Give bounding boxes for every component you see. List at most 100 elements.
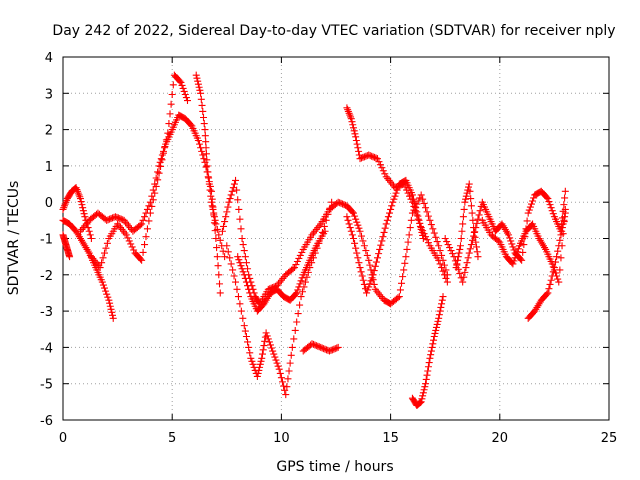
series-track-d: [76, 111, 224, 297]
data-point: [473, 243, 481, 251]
data-point: [200, 155, 208, 163]
data-point: [320, 222, 328, 230]
y-tick-label: -2: [40, 269, 53, 284]
series-track-q: [524, 209, 569, 322]
data-point: [436, 247, 444, 255]
data-point: [368, 152, 376, 160]
data-point: [157, 163, 165, 171]
data-point: [204, 168, 212, 176]
data-point: [420, 199, 428, 207]
data-point: [366, 261, 374, 269]
data-point: [238, 265, 246, 273]
x-tick-label: 25: [601, 431, 618, 446]
data-point: [336, 199, 344, 207]
data-point: [169, 81, 177, 89]
data-point: [422, 380, 430, 388]
data-point: [510, 257, 518, 265]
data-point: [106, 299, 114, 307]
data-point: [359, 237, 367, 245]
data-point: [412, 204, 420, 212]
data-point: [103, 239, 111, 247]
data-point: [109, 311, 117, 319]
data-point: [427, 351, 435, 359]
data-point: [373, 155, 381, 163]
series-track-c: [59, 184, 95, 242]
data-point: [355, 259, 363, 267]
series-track-n: [441, 187, 569, 286]
data-point: [344, 216, 352, 224]
data-point: [268, 344, 276, 352]
data-point: [162, 136, 170, 144]
data-point: [230, 272, 238, 280]
data-point: [442, 266, 450, 274]
data-point: [152, 182, 160, 190]
data-point: [350, 127, 358, 135]
data-point: [262, 329, 270, 337]
data-points: [59, 71, 569, 409]
data-point: [473, 248, 481, 256]
data-point: [246, 289, 254, 297]
data-point: [149, 186, 157, 194]
data-point: [212, 220, 220, 228]
data-point: [325, 347, 333, 355]
data-point: [423, 208, 431, 216]
data-point: [447, 247, 455, 255]
data-point: [207, 192, 215, 200]
data-point: [402, 253, 410, 261]
data-point: [414, 212, 422, 220]
data-point: [226, 254, 234, 262]
data-point: [365, 151, 373, 159]
data-point: [457, 235, 465, 242]
data-point: [339, 200, 347, 208]
data-point: [370, 267, 378, 275]
data-point: [525, 206, 533, 214]
data-point: [462, 264, 470, 272]
data-point: [236, 259, 244, 267]
data-point: [509, 260, 517, 268]
data-point: [363, 251, 371, 259]
data-point: [353, 249, 361, 257]
data-point: [384, 213, 392, 221]
data-point: [472, 238, 480, 246]
data-point: [157, 155, 165, 163]
data-point: [453, 260, 461, 268]
data-point: [383, 216, 391, 224]
data-point: [377, 241, 385, 249]
data-point: [271, 353, 279, 361]
data-point: [442, 274, 450, 282]
data-point: [430, 336, 438, 344]
data-point: [122, 231, 130, 239]
data-point: [322, 216, 330, 224]
data-point: [256, 363, 264, 371]
data-point: [138, 256, 146, 264]
data-point: [193, 74, 201, 82]
data-point: [136, 221, 144, 229]
data-point: [475, 211, 483, 219]
data-point: [371, 262, 379, 270]
data-point: [220, 222, 228, 230]
data-point: [211, 216, 219, 224]
data-point: [139, 216, 147, 224]
data-point: [235, 256, 243, 264]
data-point: [416, 194, 424, 202]
data-point: [311, 341, 319, 349]
data-point: [141, 241, 149, 249]
data-point: [306, 264, 314, 272]
data-point: [526, 203, 534, 211]
data-point: [462, 192, 470, 200]
data-point: [438, 296, 446, 304]
data-point: [196, 140, 203, 148]
data-point: [288, 343, 296, 351]
data-point: [196, 86, 204, 94]
data-point: [441, 235, 449, 242]
data-point: [355, 224, 363, 232]
data-point: [512, 251, 520, 259]
data-point: [359, 276, 367, 284]
data-point: [108, 308, 116, 316]
data-point: [443, 278, 451, 286]
data-point: [386, 209, 394, 217]
data-point: [315, 239, 323, 247]
data-point: [460, 205, 468, 213]
